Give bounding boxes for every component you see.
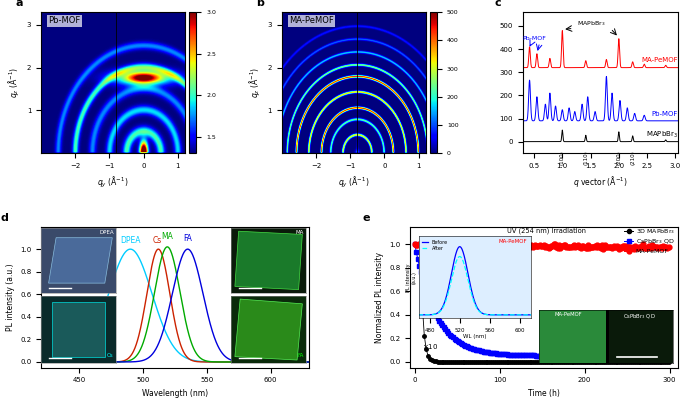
Text: Cs: Cs xyxy=(153,236,162,244)
Text: b: b xyxy=(256,0,264,8)
X-axis label: Wavelength (nm): Wavelength (nm) xyxy=(142,389,208,398)
Text: (100): (100) xyxy=(560,150,565,165)
Text: FA: FA xyxy=(184,234,192,244)
Text: (200): (200) xyxy=(616,150,621,165)
Text: UV (254 nm) irradiation: UV (254 nm) irradiation xyxy=(506,227,586,234)
Text: c: c xyxy=(495,0,501,8)
Text: (210): (210) xyxy=(630,150,635,165)
X-axis label: $q_y$ (Å$^{-1}$): $q_y$ (Å$^{-1}$) xyxy=(97,175,129,189)
Text: MA-PeMOF: MA-PeMOF xyxy=(289,16,334,25)
Text: a: a xyxy=(15,0,23,8)
Text: MAPbBr$_3$: MAPbBr$_3$ xyxy=(577,19,606,27)
Text: MA: MA xyxy=(162,232,173,241)
Text: d: d xyxy=(1,213,9,223)
Text: (110): (110) xyxy=(583,150,588,165)
Text: Pb-MOF: Pb-MOF xyxy=(523,36,547,41)
X-axis label: $q_y$ (Å$^{-1}$): $q_y$ (Å$^{-1}$) xyxy=(338,175,369,189)
X-axis label: $q$ vector (Å$^{-1}$): $q$ vector (Å$^{-1}$) xyxy=(573,175,627,189)
Text: Pb-MOF: Pb-MOF xyxy=(651,112,677,117)
Text: MA-PeMOF: MA-PeMOF xyxy=(641,57,677,63)
Y-axis label: $q_z$ (Å$^{-1}$): $q_z$ (Å$^{-1}$) xyxy=(6,67,21,98)
Text: MAPbBr$_3$: MAPbBr$_3$ xyxy=(646,130,677,141)
Text: e: e xyxy=(362,213,370,223)
Y-axis label: Normalized PL intensity: Normalized PL intensity xyxy=(375,252,384,343)
Y-axis label: PL intensity (a.u.): PL intensity (a.u.) xyxy=(5,263,14,331)
Legend: 3D MAPbBr$_3$, CsPbBr$_3$ QD, MA-PeMOF: 3D MAPbBr$_3$, CsPbBr$_3$ QD, MA-PeMOF xyxy=(624,227,675,254)
Text: DPEA: DPEA xyxy=(120,236,140,244)
Text: $\times$10: $\times$10 xyxy=(421,342,438,351)
Text: Pb-MOF: Pb-MOF xyxy=(48,16,81,25)
Y-axis label: $q_z$ (Å$^{-1}$): $q_z$ (Å$^{-1}$) xyxy=(247,67,262,98)
X-axis label: Time (h): Time (h) xyxy=(528,389,560,398)
